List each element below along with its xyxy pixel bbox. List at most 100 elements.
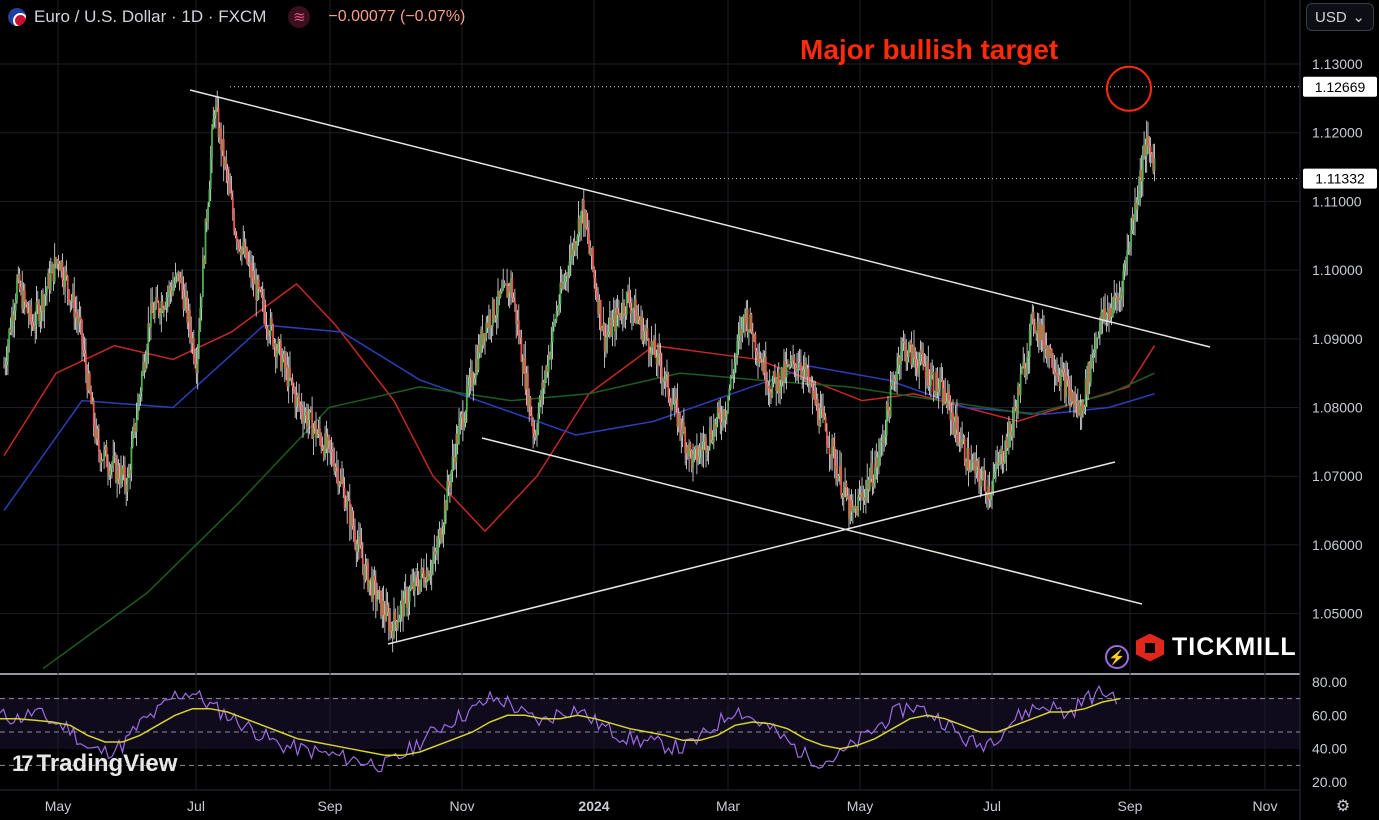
candle-body [644, 330, 646, 332]
candle-body [298, 397, 300, 405]
candle-body [815, 399, 818, 405]
candle-body [473, 378, 476, 384]
candle-body [317, 428, 320, 434]
candle-body [91, 400, 94, 404]
candle-body [1086, 377, 1088, 395]
candle-body [958, 443, 961, 445]
candle-body [764, 356, 767, 384]
candle-body [1139, 169, 1142, 191]
candle-body [77, 317, 79, 324]
candle-body [910, 342, 913, 365]
candle-body [475, 359, 477, 379]
candle-body [823, 414, 826, 417]
candle-body [125, 484, 128, 492]
candle-body [685, 446, 688, 454]
candle-body [1126, 250, 1129, 261]
candle-body [671, 404, 674, 409]
candle-body [692, 454, 694, 468]
candle-body [163, 308, 165, 312]
candle-body [577, 217, 580, 237]
candle-body [1067, 379, 1070, 398]
candle-body [677, 412, 680, 427]
candle-body [1092, 352, 1095, 362]
candle-body [806, 368, 809, 377]
candle-body [70, 300, 73, 302]
tradingview-mark-icon: 17 [12, 751, 34, 776]
candle-body [68, 290, 70, 303]
candle-body [1000, 448, 1002, 455]
candle-body [737, 336, 740, 342]
candle-body [874, 467, 876, 483]
price-tick-label: 1.12000 [1312, 125, 1363, 141]
candle-body [395, 620, 398, 629]
candle-body [627, 290, 629, 293]
candle-body [551, 325, 554, 343]
symbol-title[interactable]: Euro / U.S. Dollar · 1D · FXCM [34, 7, 267, 26]
candle-body [654, 338, 657, 358]
candle-body [642, 331, 645, 341]
candle-body [134, 423, 137, 432]
currency-select[interactable]: USD ⌄ [1306, 3, 1374, 31]
candle-body [53, 257, 56, 282]
candle-body [443, 503, 446, 526]
candle-body [378, 590, 381, 592]
candle-body [725, 410, 728, 417]
candle-body [38, 304, 40, 321]
candle-body [716, 407, 719, 419]
candle-body [1041, 324, 1044, 341]
wave-icon[interactable]: ≋ [288, 6, 311, 28]
candle-body [624, 314, 627, 316]
candle-body [192, 337, 195, 358]
candle-body [280, 341, 282, 370]
candle-body [283, 353, 286, 369]
time-tick-label: Nov [1253, 798, 1278, 814]
candle-body [333, 462, 336, 472]
candle-body [693, 449, 696, 455]
candle-body [515, 304, 518, 324]
candle-body [484, 333, 486, 338]
candle-body [719, 412, 722, 423]
candle-body [792, 356, 794, 361]
candle-body [655, 357, 658, 365]
candle-body [155, 296, 157, 308]
candle-body [191, 337, 194, 344]
candle-body [586, 227, 589, 234]
candle-body [790, 360, 793, 362]
candle-body [774, 371, 776, 378]
candle-body [1128, 246, 1131, 250]
candle-body [959, 443, 962, 446]
settings-icon[interactable]: ⚙ [1335, 798, 1351, 815]
price-tick-label: 1.08000 [1312, 400, 1363, 416]
candle-body [343, 487, 346, 509]
candle-body [909, 342, 911, 346]
candle-body [35, 301, 38, 325]
flash-icon[interactable]: ⚡ [1105, 645, 1129, 669]
candle-body [264, 312, 267, 327]
candle-body [727, 396, 729, 411]
candle-body [831, 438, 833, 456]
candle-body [900, 351, 902, 365]
candle-body [203, 258, 206, 264]
candle-body [1148, 145, 1151, 147]
candle-body [918, 361, 921, 373]
candle-body [676, 399, 679, 427]
candle-body [688, 443, 690, 457]
candle-body [142, 362, 144, 375]
rsi-ma-line [0, 697, 1121, 757]
candle-body [241, 247, 243, 256]
candle-body [59, 263, 61, 271]
time-tick-label: May [847, 798, 873, 814]
candle-body [200, 296, 203, 308]
candle-body [346, 498, 349, 508]
candle-body [776, 372, 779, 392]
candle-body [222, 139, 225, 165]
candle-body [252, 270, 255, 285]
candle-body [710, 428, 713, 440]
candle-body [628, 290, 631, 304]
candle-body [480, 329, 482, 353]
candle-body [970, 461, 973, 470]
candle-body [896, 368, 898, 382]
candle-body [403, 589, 406, 617]
candle-body [490, 326, 493, 328]
